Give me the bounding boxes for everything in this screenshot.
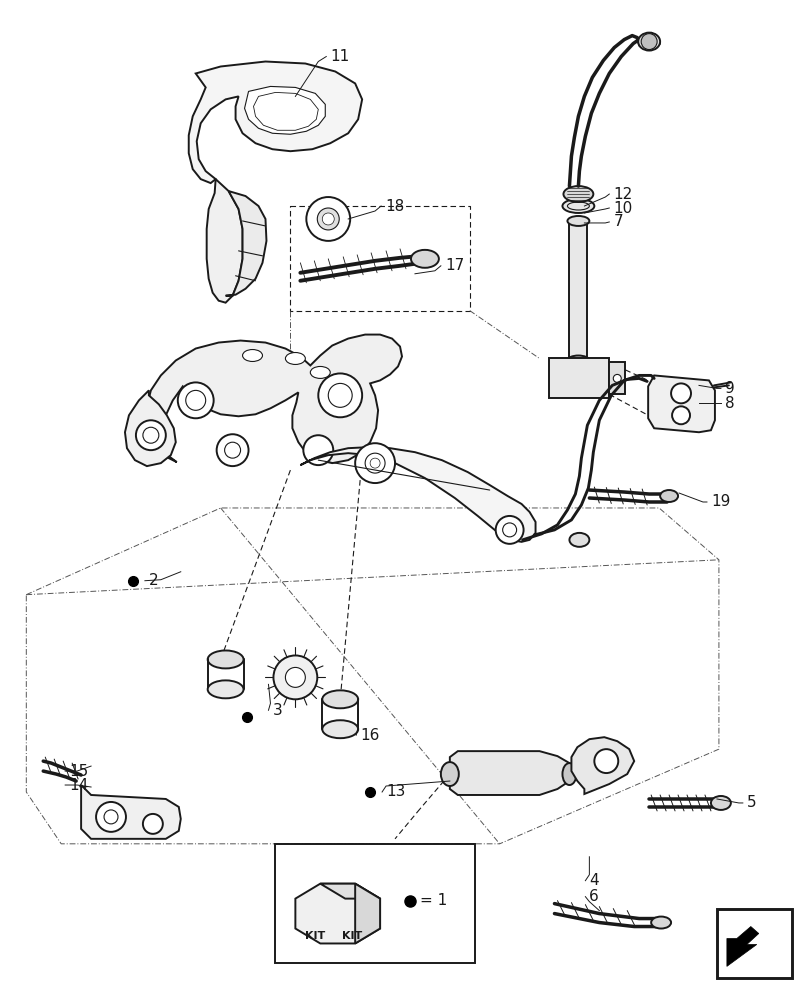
Circle shape [318, 208, 339, 230]
Text: 16: 16 [360, 728, 380, 743]
Polygon shape [245, 86, 326, 134]
Circle shape [642, 34, 657, 50]
Text: 6: 6 [589, 889, 599, 904]
Text: 2: 2 [149, 573, 158, 588]
Circle shape [356, 443, 395, 483]
Circle shape [595, 749, 618, 773]
Ellipse shape [322, 720, 358, 738]
Ellipse shape [638, 33, 660, 51]
Ellipse shape [562, 199, 595, 213]
Text: 10: 10 [613, 201, 633, 216]
Ellipse shape [242, 350, 263, 361]
Polygon shape [549, 358, 609, 398]
Text: 11: 11 [330, 49, 350, 64]
Text: KIT: KIT [343, 931, 363, 941]
Polygon shape [609, 362, 625, 394]
Ellipse shape [660, 490, 678, 502]
Ellipse shape [285, 353, 305, 364]
Text: 7: 7 [613, 214, 623, 229]
Polygon shape [189, 62, 362, 183]
Circle shape [672, 406, 690, 424]
Polygon shape [727, 927, 759, 966]
Polygon shape [648, 375, 715, 432]
Ellipse shape [651, 917, 671, 929]
Ellipse shape [711, 796, 731, 810]
Ellipse shape [208, 650, 243, 668]
FancyBboxPatch shape [717, 909, 792, 978]
Text: 19: 19 [711, 494, 730, 509]
Ellipse shape [567, 216, 589, 226]
Circle shape [671, 383, 691, 403]
Circle shape [322, 213, 335, 225]
Polygon shape [450, 751, 574, 795]
Circle shape [96, 802, 126, 832]
Text: = 1: = 1 [420, 893, 447, 908]
Text: 5: 5 [747, 795, 756, 810]
Polygon shape [320, 884, 380, 899]
Text: 15: 15 [69, 764, 88, 779]
Circle shape [303, 435, 333, 465]
Polygon shape [570, 221, 587, 360]
Text: 8: 8 [725, 396, 734, 411]
Text: 13: 13 [386, 784, 406, 799]
Polygon shape [207, 179, 242, 303]
Polygon shape [125, 390, 176, 466]
Ellipse shape [563, 186, 593, 202]
Circle shape [136, 420, 166, 450]
Circle shape [217, 434, 249, 466]
Polygon shape [301, 447, 536, 542]
Circle shape [273, 655, 318, 699]
Text: 4: 4 [589, 873, 599, 888]
Circle shape [495, 516, 524, 544]
Text: 12: 12 [613, 187, 633, 202]
Circle shape [318, 373, 362, 417]
Ellipse shape [411, 250, 439, 268]
Text: 14: 14 [69, 778, 88, 793]
Polygon shape [81, 785, 181, 839]
Ellipse shape [322, 690, 358, 708]
Polygon shape [225, 191, 267, 296]
Ellipse shape [441, 762, 459, 786]
Polygon shape [571, 737, 634, 794]
Circle shape [178, 382, 213, 418]
Text: 3: 3 [272, 703, 282, 718]
Ellipse shape [562, 763, 576, 785]
Text: 9: 9 [725, 381, 734, 396]
Circle shape [285, 667, 305, 687]
Ellipse shape [570, 533, 589, 547]
Polygon shape [356, 884, 380, 943]
Ellipse shape [208, 680, 243, 698]
Polygon shape [147, 335, 402, 463]
Polygon shape [296, 884, 380, 943]
Text: 17: 17 [445, 258, 464, 273]
Circle shape [306, 197, 350, 241]
Ellipse shape [567, 355, 589, 365]
Text: 18: 18 [385, 199, 404, 214]
Ellipse shape [310, 366, 330, 378]
Circle shape [613, 374, 621, 382]
Text: KIT: KIT [305, 931, 326, 941]
Circle shape [143, 814, 163, 834]
FancyBboxPatch shape [276, 844, 475, 963]
